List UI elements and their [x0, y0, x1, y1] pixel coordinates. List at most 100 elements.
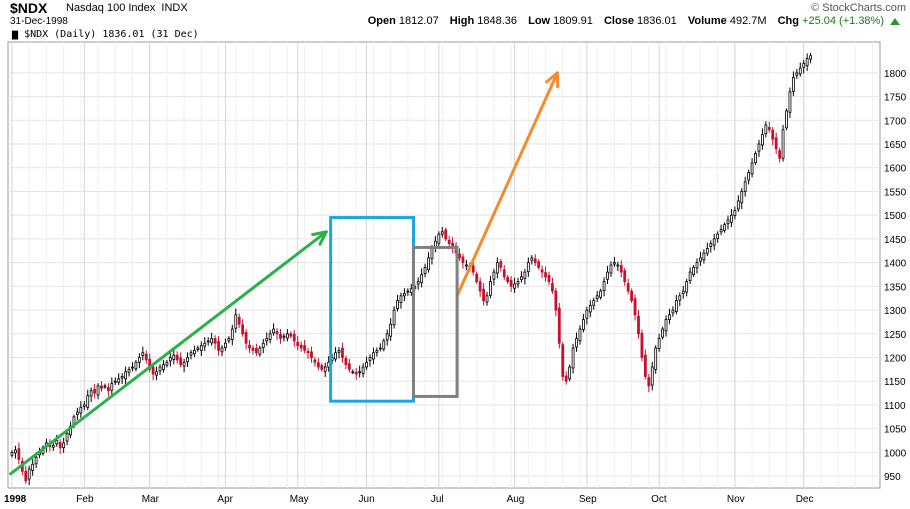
candle-body — [561, 344, 565, 377]
volume-label: Volume — [687, 15, 727, 27]
candle-body — [733, 210, 737, 217]
candle-body — [51, 444, 55, 448]
candle-body — [344, 358, 348, 366]
candle-body — [771, 129, 775, 140]
candle-body — [272, 328, 276, 334]
candle-body — [444, 229, 448, 240]
candle-body — [798, 67, 802, 75]
chart-header: $NDX Nasdaq 100 Index INDX 31-Dec-1998 ©… — [0, 0, 910, 28]
candle-body — [781, 129, 785, 159]
candle-body — [96, 385, 100, 396]
candle-body — [606, 271, 609, 280]
y-tick-label: 1750 — [884, 93, 907, 104]
candle-body — [313, 359, 317, 363]
candle-body — [427, 257, 430, 271]
x-tick-label: Apr — [217, 494, 233, 505]
candle-body — [647, 377, 651, 387]
candle-body — [17, 448, 21, 460]
candle-body — [626, 283, 630, 292]
candle-body — [719, 229, 723, 233]
candle-body — [106, 387, 110, 392]
x-tick-label: Nov — [727, 494, 745, 505]
y-tick-label: 1450 — [884, 235, 907, 246]
candle-body — [261, 342, 265, 348]
candle-body — [582, 319, 585, 330]
candle-body — [193, 350, 196, 355]
candle-body — [334, 352, 337, 360]
candle-body — [372, 352, 375, 360]
candle-body — [248, 344, 251, 349]
y-tick-label: 1000 — [884, 448, 907, 459]
candle-body — [623, 270, 627, 283]
candle-body — [175, 354, 179, 361]
chg-value: +25.04 (+1.38%) — [802, 15, 884, 27]
candle-body — [158, 366, 162, 372]
brand-label[interactable]: © StockCharts.com — [811, 2, 906, 14]
candle-body — [747, 172, 751, 181]
volume-value: 492.7M — [729, 15, 767, 27]
candle-body — [650, 366, 654, 386]
legend-swatch-icon: ▆ — [12, 29, 19, 40]
candle-body — [616, 264, 620, 267]
candle-body — [575, 338, 578, 348]
candle-body — [378, 347, 382, 350]
candle-body — [199, 345, 203, 351]
candle-body — [595, 295, 599, 300]
candle-body — [396, 300, 399, 310]
candle-body — [802, 62, 806, 68]
symbol-label: $NDX — [10, 0, 48, 16]
y-tick-label: 1100 — [884, 401, 906, 412]
candle-body — [268, 333, 272, 340]
candle-body — [557, 307, 561, 344]
y-tick-label: 1200 — [884, 354, 907, 365]
y-tick-label: 1500 — [884, 211, 907, 222]
candle-body — [316, 362, 320, 368]
candle-body — [530, 257, 534, 261]
candle-body — [168, 357, 172, 362]
candle-body — [341, 347, 344, 358]
candle-body — [165, 361, 169, 366]
candle-body — [588, 304, 592, 313]
candle-body — [533, 258, 537, 264]
candle-body — [103, 385, 107, 388]
y-tick-label: 1300 — [884, 306, 907, 317]
candle-body — [619, 265, 623, 273]
candle-body — [62, 442, 66, 449]
x-tick-label: Aug — [507, 494, 525, 505]
up-arrow-icon — [890, 18, 900, 25]
high-label: High — [449, 15, 475, 27]
candle-body — [599, 290, 603, 298]
highlight-box — [411, 245, 459, 398]
close-value: 1836.01 — [637, 15, 677, 27]
open-label: Open — [367, 15, 396, 27]
candle-body — [423, 266, 427, 274]
candle-body — [244, 331, 248, 344]
candle-body — [788, 91, 792, 113]
candle-body — [495, 262, 499, 274]
candle-body — [437, 233, 441, 244]
candle-body — [144, 353, 148, 361]
candle-body — [296, 341, 300, 347]
candle-body — [785, 110, 788, 129]
candle-body — [299, 344, 303, 349]
candle-body — [712, 238, 716, 246]
candle-body — [196, 347, 200, 350]
candle-body — [134, 361, 138, 370]
candle-body — [489, 281, 492, 296]
candle-body — [210, 338, 214, 344]
candle-body — [55, 440, 59, 445]
candle-body — [93, 388, 97, 394]
candle-body — [189, 352, 193, 356]
candle-body — [643, 354, 647, 377]
candle-body — [217, 340, 220, 351]
candle-body — [124, 371, 127, 380]
candle-body — [537, 261, 541, 268]
x-tick-label: Dec — [796, 494, 814, 505]
candle-body — [24, 470, 28, 482]
candle-body — [464, 264, 468, 267]
candle-body — [499, 261, 503, 268]
candle-body — [361, 366, 365, 375]
candle-body — [637, 315, 640, 335]
candle-body — [640, 332, 644, 358]
